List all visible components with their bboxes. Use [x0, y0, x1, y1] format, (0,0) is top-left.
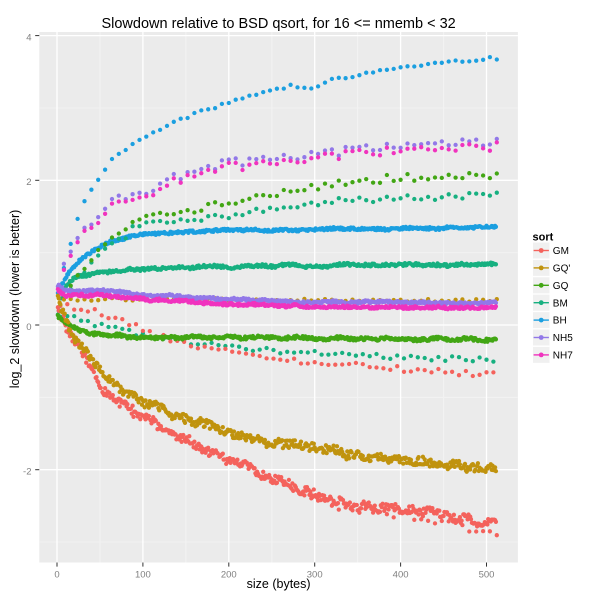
- svg-text:sort: sort: [533, 232, 554, 244]
- svg-text:300: 300: [307, 570, 323, 581]
- svg-text:0: 0: [26, 322, 31, 333]
- svg-text:500: 500: [479, 570, 495, 581]
- svg-text:GQ: GQ: [553, 281, 569, 292]
- svg-text:4: 4: [26, 32, 31, 43]
- svg-text:Slowdown relative to BSD qsort: Slowdown relative to BSD qsort, for 16 <…: [101, 16, 455, 32]
- svg-text:BM: BM: [553, 298, 568, 309]
- svg-text:NH5: NH5: [553, 333, 573, 344]
- svg-text:log_2 slowdown (lower is bette: log_2 slowdown (lower is better): [8, 210, 22, 389]
- svg-text:0: 0: [54, 570, 59, 581]
- svg-text:100: 100: [135, 570, 151, 581]
- svg-text:GQ': GQ': [553, 264, 571, 275]
- svg-text:2: 2: [26, 177, 31, 188]
- svg-text:size (bytes): size (bytes): [247, 577, 311, 591]
- svg-text:400: 400: [393, 570, 409, 581]
- svg-text:NH7: NH7: [553, 351, 573, 362]
- svg-text:200: 200: [221, 570, 237, 581]
- svg-text:BH: BH: [553, 316, 567, 327]
- svg-text:-2: -2: [23, 467, 31, 478]
- svg-text:GM: GM: [553, 246, 569, 257]
